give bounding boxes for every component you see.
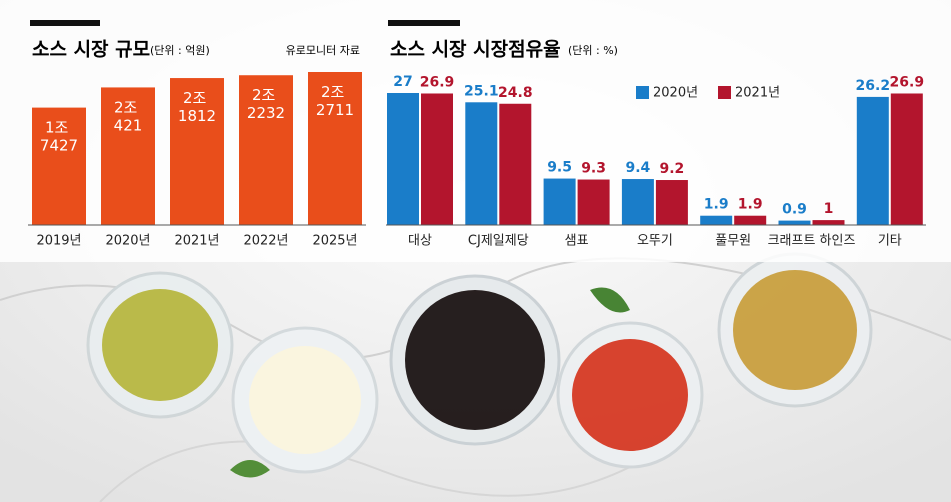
- source: 유로모니터 자료: [286, 44, 360, 57]
- value-label: 0.9: [782, 202, 807, 218]
- value-label: 9.2: [659, 161, 684, 177]
- bar: [856, 96, 889, 226]
- bar: [32, 107, 86, 225]
- bar: [890, 93, 923, 225]
- x-tick-label: 2025년: [312, 234, 357, 249]
- value-label: 26.9: [890, 74, 925, 90]
- legend-label: 2020년: [653, 86, 698, 101]
- value-label: 2조 421: [114, 98, 143, 134]
- value-label: 9.5: [547, 160, 572, 176]
- bar: [170, 78, 224, 226]
- bar: [239, 75, 293, 226]
- bar: [655, 180, 688, 225]
- photo: [0, 252, 951, 502]
- bar: [543, 178, 576, 225]
- value-label: 27: [393, 74, 412, 90]
- value-label: 24.8: [498, 85, 533, 101]
- bar: [101, 87, 155, 225]
- title-rule: [30, 20, 100, 26]
- value-label: 2조 2232: [247, 86, 285, 122]
- chart-title: 소스 시장 규모: [32, 39, 150, 61]
- bar: [812, 220, 845, 225]
- x-tick-label: 2022년: [243, 234, 288, 249]
- value-label: 26.2: [856, 78, 891, 94]
- chart-subtitle: (단위 : %): [568, 44, 618, 57]
- bar: [778, 220, 811, 225]
- x-tick-label: 2019년: [36, 234, 81, 249]
- x-tick-label: 크래프트 하인즈: [768, 234, 856, 249]
- title-rule: [388, 20, 460, 26]
- value-label: 1.9: [704, 197, 729, 213]
- value-label: 2조 1812: [178, 89, 216, 125]
- bar: [421, 93, 453, 225]
- bar: [465, 102, 498, 225]
- legend-label: 2021년: [735, 86, 780, 101]
- chart-subtitle: (단위 : 억원): [150, 44, 210, 57]
- bar: [577, 179, 610, 225]
- value-label: 1조 7427: [40, 118, 78, 154]
- value-label: 1: [824, 201, 834, 217]
- x-tick-label: 대상: [408, 234, 432, 249]
- chart-title: 소스 시장 시장점유율: [390, 39, 561, 61]
- bar: [734, 215, 767, 225]
- x-tick-label: 2020년: [105, 234, 150, 249]
- bar: [700, 215, 733, 225]
- x-tick-label: CJ제일제당: [468, 234, 529, 249]
- bar: [499, 103, 532, 225]
- value-label: 9.4: [625, 160, 650, 176]
- value-label: 1.9: [738, 197, 763, 213]
- legend-swatch: [718, 86, 731, 99]
- x-tick-label: 샘표: [565, 234, 589, 249]
- x-tick-label: 기타: [878, 234, 902, 249]
- legend-swatch: [636, 86, 649, 99]
- value-label: 25.1: [464, 83, 499, 99]
- bar: [387, 93, 419, 225]
- value-label: 9.3: [581, 161, 606, 177]
- x-tick-label: 2021년: [174, 234, 219, 249]
- value-label: 26.9: [420, 74, 455, 90]
- bar: [621, 179, 654, 225]
- x-tick-label: 오뚜기: [637, 234, 673, 249]
- x-tick-label: 풀무원: [715, 234, 751, 249]
- bar: [308, 72, 362, 225]
- value-label: 2조 2711: [316, 83, 354, 119]
